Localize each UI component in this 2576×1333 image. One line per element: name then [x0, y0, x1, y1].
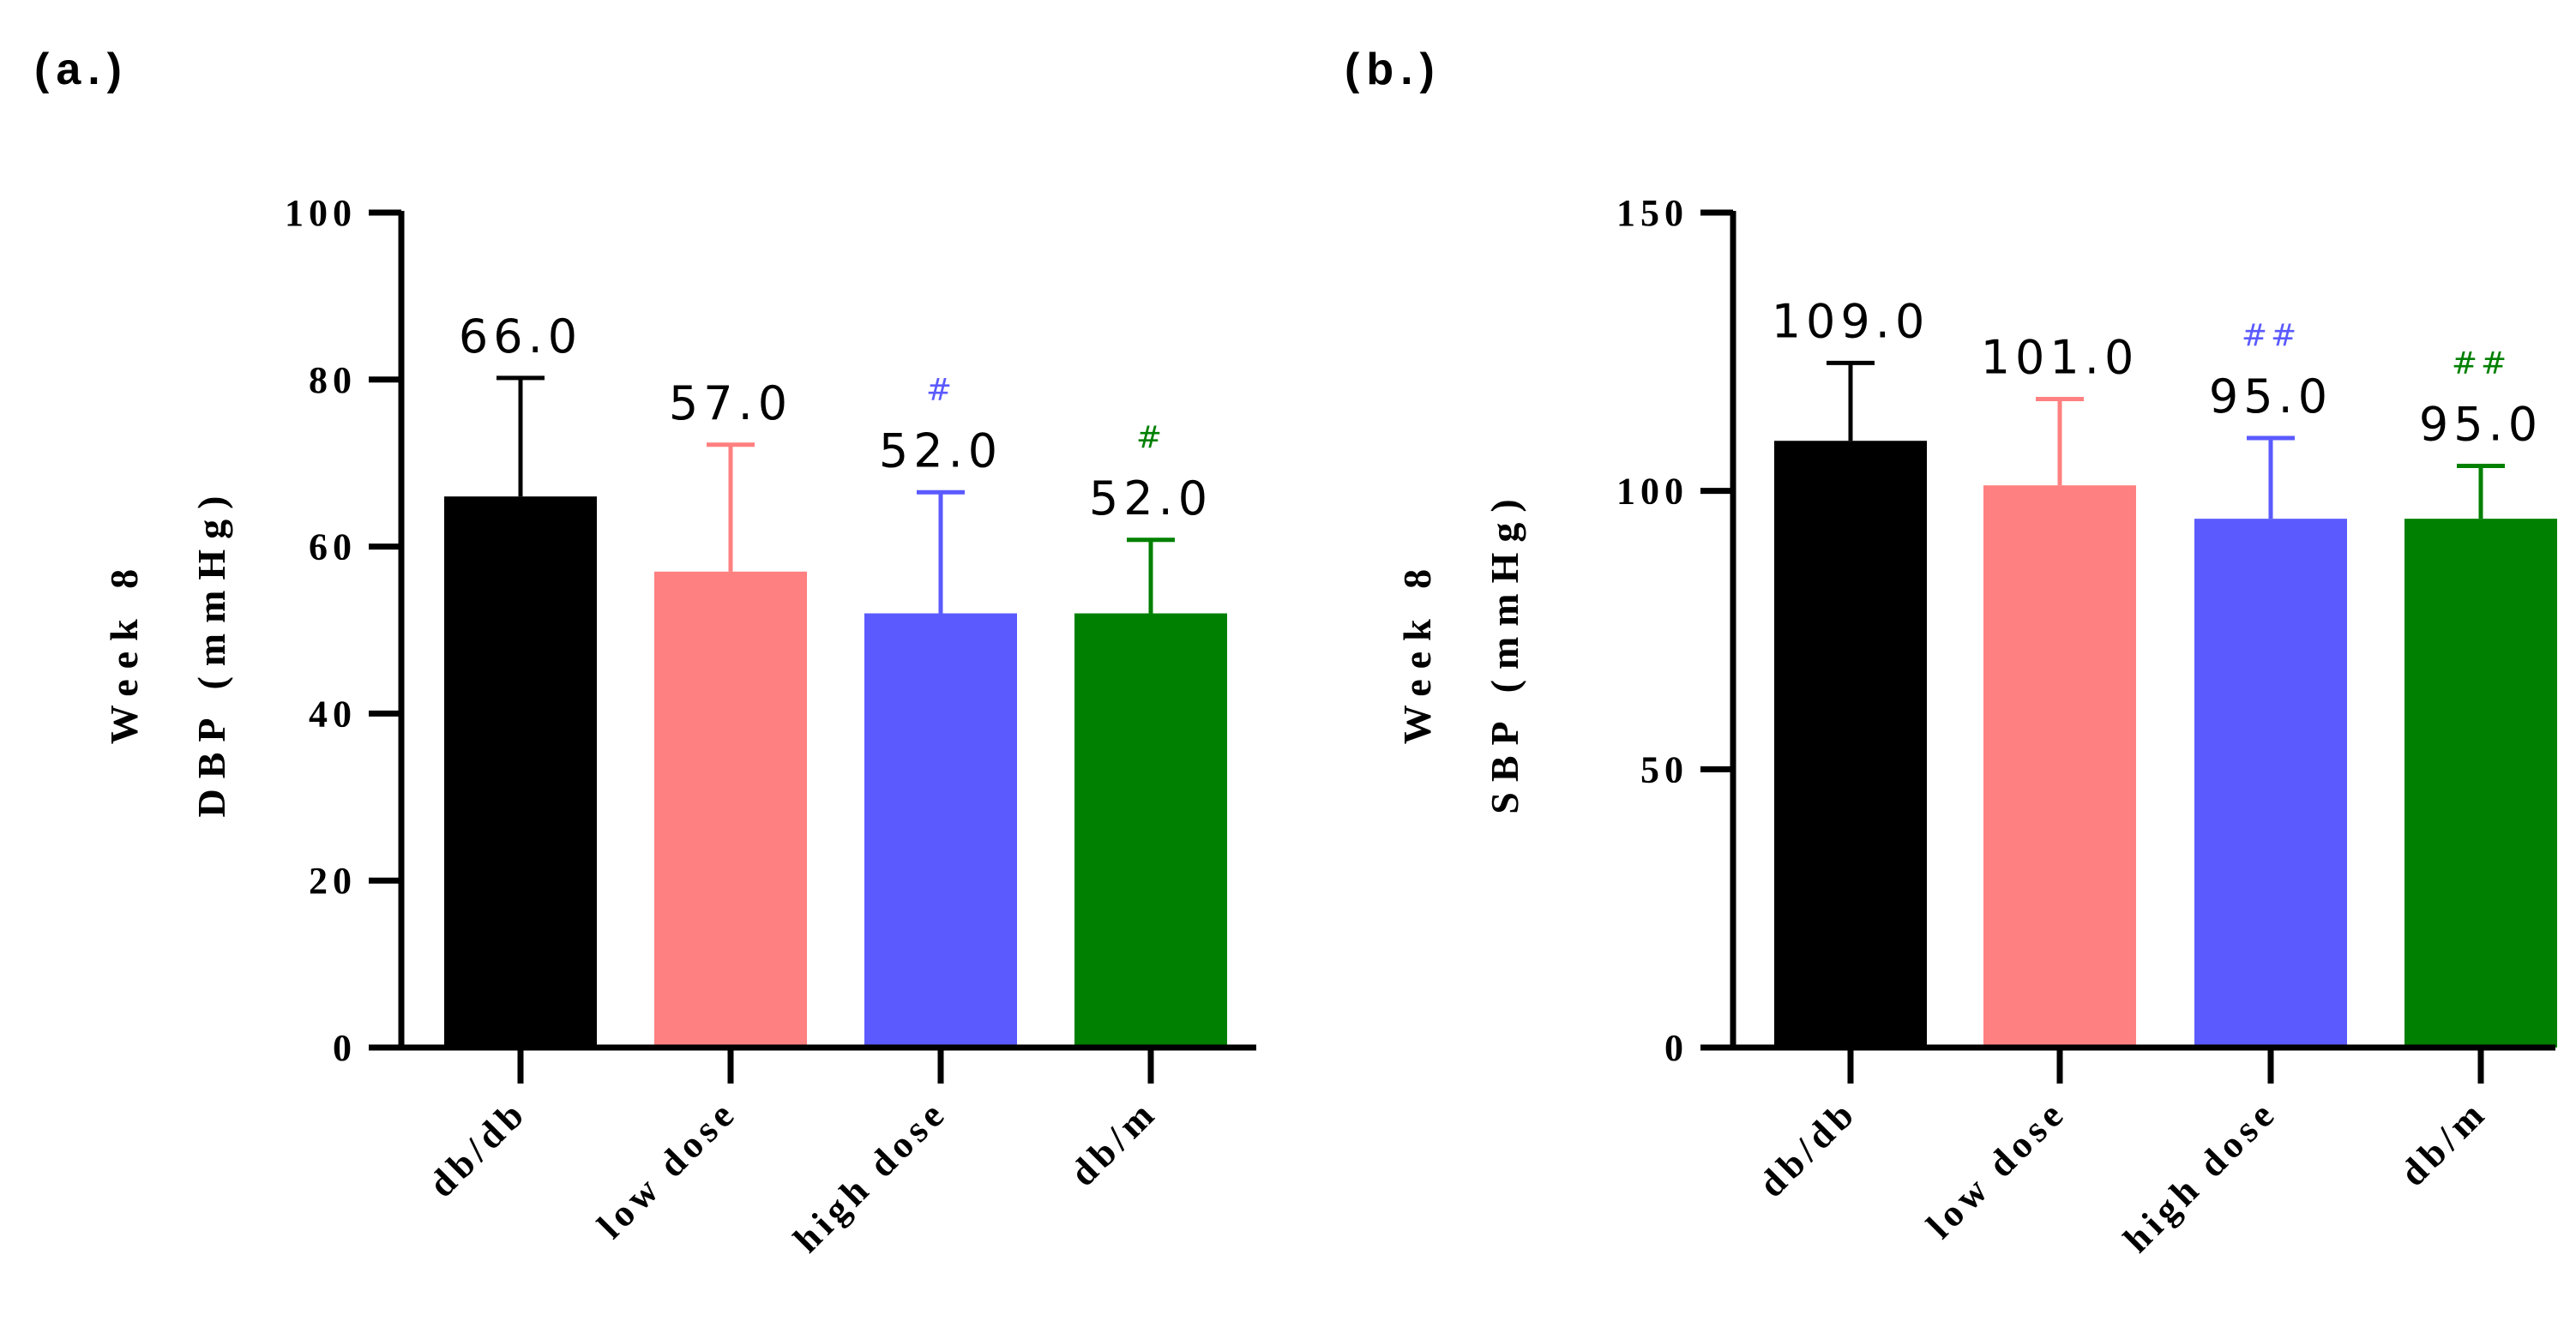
significance-marker-high-dose: ## [2242, 318, 2300, 353]
value-label-high-dose: 95.0 [2209, 369, 2332, 423]
y-tick-label: 50 [1640, 748, 1688, 790]
y-tick-label: 100 [1616, 471, 1688, 513]
y-tick-label: 40 [309, 693, 357, 735]
value-label-low-dose: 57.0 [669, 376, 792, 430]
bar-low-dose [654, 571, 807, 1048]
y-axis-title-line2: SBP (mmHg) [1483, 489, 1526, 814]
panel-label: (a.) [34, 45, 129, 94]
significance-marker-db-m: ## [2452, 345, 2510, 381]
value-label-db-db: 66.0 [459, 309, 582, 363]
value-label-low-dose: 101.0 [1981, 331, 2140, 385]
bar-db-m [1074, 613, 1227, 1048]
value-label-db-m: 52.0 [1089, 471, 1213, 525]
x-category-label-low-dose: low dose [589, 1090, 745, 1246]
y-tick-label: 0 [1664, 1027, 1688, 1069]
x-category-label-db-m: db/m [2392, 1090, 2495, 1194]
significance-marker-db-m: # [1136, 420, 1165, 455]
y-axis-title-line1: Week 8 [102, 559, 146, 744]
significance-marker-high-dose: # [926, 372, 955, 407]
value-label-db-db: 109.0 [1772, 294, 1930, 348]
y-tick-label: 150 [1616, 192, 1688, 234]
x-category-label-db-m: db/m [1062, 1090, 1165, 1194]
bar-high-dose [864, 613, 1017, 1048]
bar-db-db [444, 496, 597, 1048]
panel-b: (b.) 109.0 101.0 95.0 ## 95.0 ## 0 50 100 150 db/db… [1345, 45, 2557, 1261]
bar-db-m [2404, 519, 2557, 1048]
bar-db-db [1774, 441, 1927, 1048]
y-tick-label: 20 [309, 860, 357, 902]
y-tick-label: 0 [333, 1027, 357, 1069]
x-category-label-low-dose: low dose [1918, 1090, 2074, 1246]
panel-a: (a.) 66.0 57.0 52.0 #52.0 #0 20 40 60 80 100 db/db l… [34, 45, 1256, 1261]
y-axis-title-line1: Week 8 [1395, 559, 1439, 744]
x-category-label-high-dose: high dose [785, 1090, 955, 1260]
value-label-high-dose: 52.0 [879, 423, 1002, 477]
y-tick-label: 60 [309, 526, 357, 568]
bar-low-dose [1983, 485, 2136, 1048]
panel-label: (b.) [1345, 45, 1441, 94]
x-category-label-high-dose: high dose [2116, 1090, 2285, 1260]
y-tick-label: 100 [285, 192, 357, 234]
y-axis-title-line2: DBP (mmHg) [190, 485, 233, 817]
value-label-db-m: 95.0 [2419, 397, 2543, 451]
x-category-label-db-db: db/db [1750, 1090, 1865, 1205]
y-tick-label: 80 [309, 359, 357, 401]
x-category-label-db-db: db/db [420, 1090, 535, 1205]
bar-high-dose [2194, 519, 2347, 1048]
